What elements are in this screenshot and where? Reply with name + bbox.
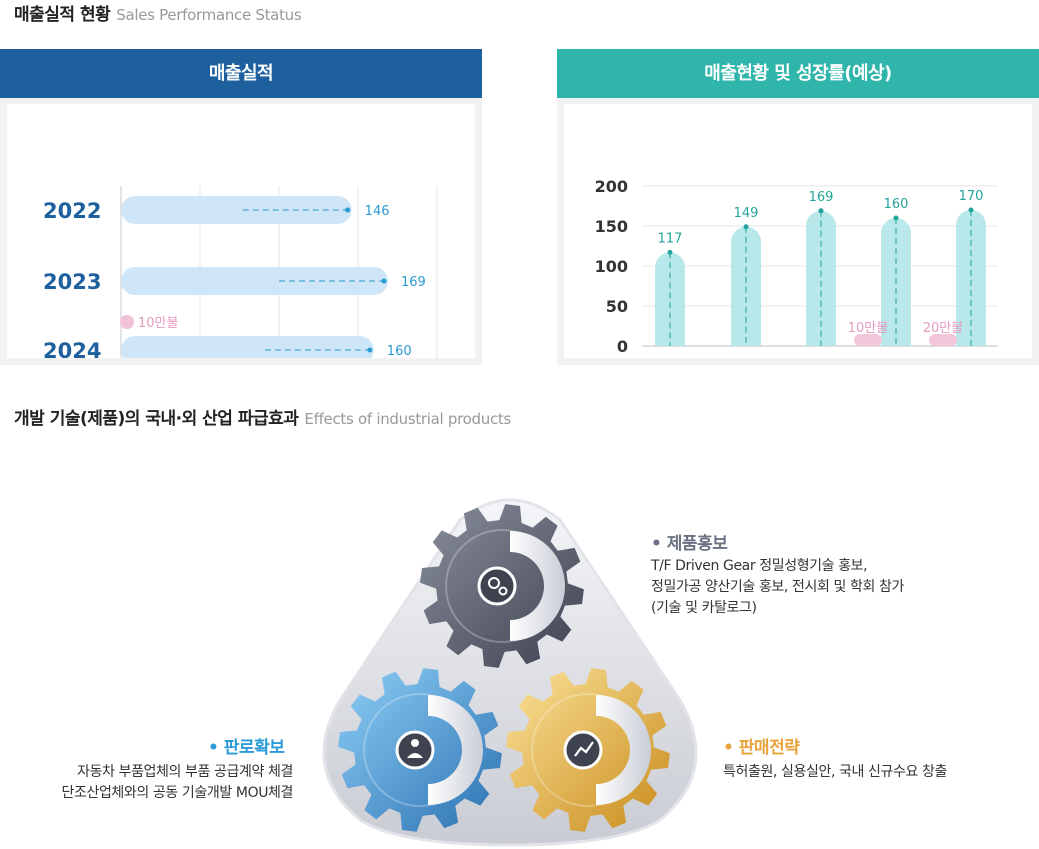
value-label: 169 — [401, 275, 426, 290]
bar-top-point — [743, 224, 749, 230]
value-label: 146 — [365, 204, 390, 219]
gear-diagram — [322, 498, 698, 847]
bar — [655, 252, 685, 346]
bar — [121, 336, 374, 364]
section-subtitle-text: Sales Performance Status — [116, 6, 302, 24]
promotion-title: • 제품홍보 — [651, 529, 728, 554]
value-label: 169 — [809, 190, 834, 205]
panel-header: 매출현황 및 성장률(예상) — [557, 49, 1039, 98]
bar-top-point — [968, 207, 974, 213]
unit-label: 20만불 — [923, 321, 964, 336]
horizontal-bar-chart: 2022 146 2023 169 2024 160 10만불 — [43, 186, 438, 374]
strategy-body: 특허출원, 실용실안, 국내 신규수요 창출 — [723, 762, 947, 783]
chart-icon-line — [574, 741, 594, 757]
bar — [806, 210, 836, 346]
gear-right — [506, 668, 670, 832]
channel-line: 단조산업체와의 공동 기술개발 MOU체결 — [61, 785, 294, 801]
section-title-effects: 개발 기술(제품)의 국내·외 산업 파급효과 Effects of indust… — [14, 404, 511, 429]
unit-marker — [854, 334, 882, 346]
channel-body: 자동차 부품업체의 부품 공급계약 체결 단조산업체와의 공동 기술개발 MOU… — [62, 762, 294, 804]
promotion-title-text: 제품홍보 — [666, 534, 728, 554]
bullet-dot: • — [723, 738, 734, 758]
gear-top — [420, 504, 584, 668]
value-label: 149 — [734, 206, 759, 221]
year-label: 2023 — [43, 270, 101, 294]
gears-icon-part — [498, 586, 508, 596]
promotion-body: T/F Driven Gear 정밀성형기술 홍보, 정밀가공 양산기술 홍보,… — [651, 556, 904, 619]
value-label: 160 — [884, 197, 909, 212]
y-tick-label: 0 — [617, 337, 628, 356]
bar-end-point — [367, 347, 373, 353]
value-label: 170 — [959, 189, 984, 204]
panel-body: 0501001502001172021149202216920231602024… — [564, 104, 1032, 379]
sales-performance-panel: 매출실적 2022 146 2023 169 2024 160 10만불 — [0, 49, 482, 374]
sales-growth-panel: 매출현황 및 성장률(예상) 0501001502001172021149202… — [557, 49, 1039, 379]
bar-top-point — [893, 215, 899, 221]
bar-end-point — [345, 207, 351, 213]
gear-arc — [596, 695, 651, 805]
bar — [956, 210, 986, 346]
strategy-title: • 판매전략 — [723, 733, 800, 758]
section-title-sales: 매출실적 현황 Sales Performance Status — [14, 0, 302, 25]
panel-body: 2022 146 2023 169 2024 160 10만불 — [7, 104, 475, 374]
promotion-line: 정밀가공 양산기술 홍보, 전시회 및 학회 참가 — [651, 579, 904, 595]
bar — [121, 196, 352, 224]
strategy-line: 특허출원, 실용실안, 국내 신규수요 창출 — [723, 764, 947, 780]
unit-label: 10만불 — [138, 316, 179, 331]
bar-top-point — [818, 208, 824, 214]
promotion-line: T/F Driven Gear 정밀성형기술 홍보, — [651, 558, 868, 574]
y-tick-label: 50 — [606, 297, 628, 316]
gear-arc — [510, 531, 565, 641]
section-title-text: 개발 기술(제품)의 국내·외 산업 파급효과 — [14, 409, 299, 429]
year-label: 2024 — [43, 339, 101, 358]
panel-header: 매출실적 — [0, 49, 482, 98]
vertical-bar-chart: 0501001502001172021149202216920231602024… — [595, 177, 998, 379]
bullet-dot: • — [651, 534, 662, 554]
strategy-title-text: 판매전략 — [738, 738, 800, 758]
channel-line: 자동차 부품업체의 부품 공급계약 체결 — [77, 764, 293, 780]
gears-icon-part — [488, 577, 500, 589]
section-title-text: 매출실적 현황 — [14, 5, 111, 25]
y-tick-label: 200 — [595, 177, 628, 196]
gear-left — [338, 668, 502, 832]
value-label: 160 — [387, 344, 412, 358]
y-tick-label: 150 — [595, 217, 628, 236]
section-subtitle-text: Effects of industrial products — [304, 410, 511, 428]
bar — [121, 267, 389, 295]
person-icon — [395, 730, 435, 770]
gear-arc — [428, 695, 483, 805]
y-tick-label: 100 — [595, 257, 628, 276]
channel-title: • 판로확보 — [208, 733, 285, 758]
year-label: 2022 — [43, 199, 101, 223]
bar — [731, 226, 761, 346]
unit-marker — [929, 334, 957, 346]
bullet-dot: • — [208, 738, 219, 758]
bar-end-point — [381, 278, 387, 284]
unit-marker — [120, 315, 134, 329]
value-label: 117 — [658, 231, 683, 246]
channel-title-text: 판로확보 — [223, 738, 285, 758]
unit-label: 10만불 — [848, 321, 889, 336]
promotion-line: (기술 및 카탈로그) — [651, 600, 757, 616]
person-icon-body — [407, 753, 423, 758]
person-icon-head — [411, 739, 419, 747]
bar-top-point — [667, 249, 673, 255]
